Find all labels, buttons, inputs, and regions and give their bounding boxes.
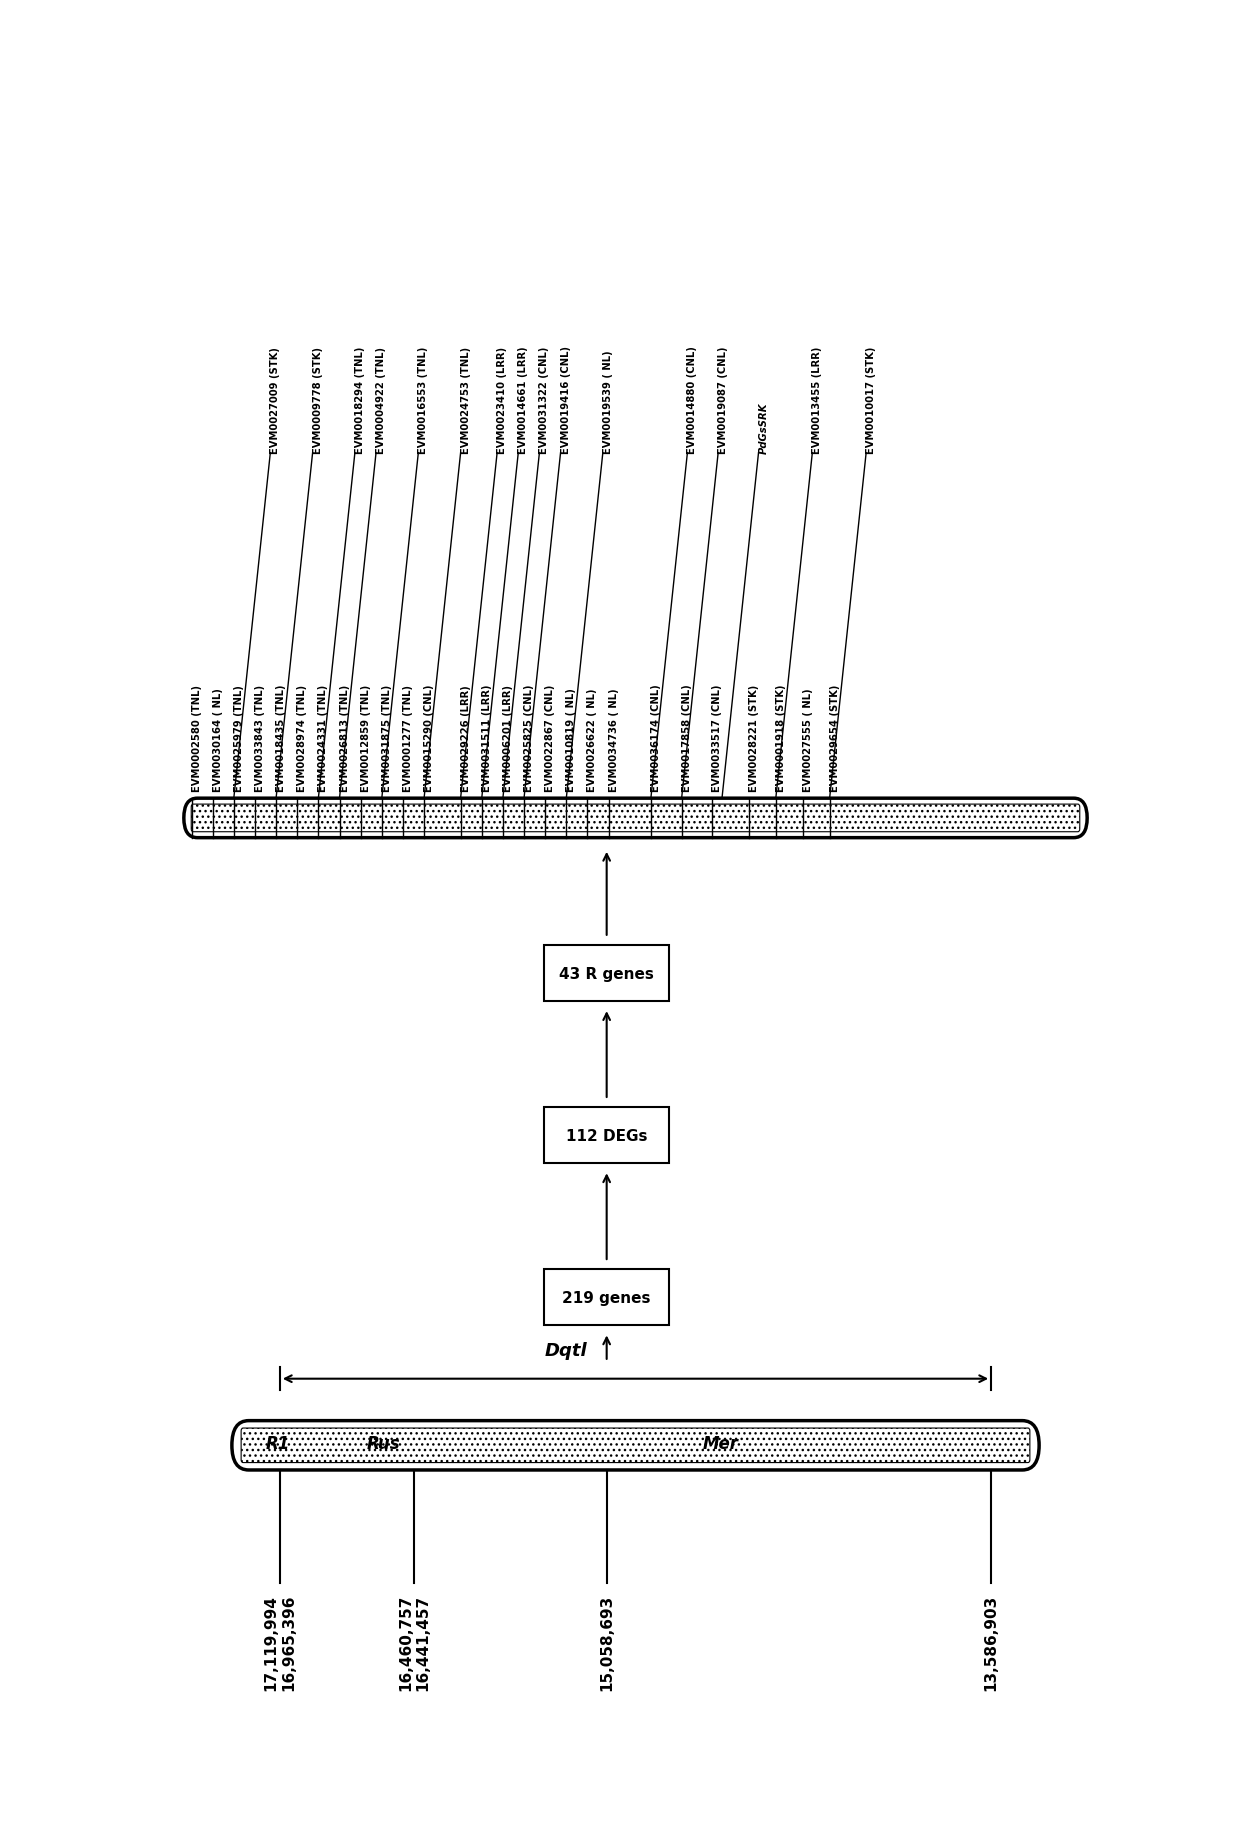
Text: EVM0026813 (TNL): EVM0026813 (TNL) [340, 684, 350, 792]
Text: EVM0004922 (TNL): EVM0004922 (TNL) [376, 346, 386, 454]
Text: EVM0010017 (STK): EVM0010017 (STK) [866, 346, 877, 454]
Text: EVM0019416 (CNL): EVM0019416 (CNL) [560, 346, 570, 454]
Text: EVM0025979 (TNL): EVM0025979 (TNL) [234, 684, 244, 792]
Text: EVM0022867 (CNL): EVM0022867 (CNL) [546, 684, 556, 792]
Text: EVM0024331 (TNL): EVM0024331 (TNL) [319, 684, 329, 792]
Text: EVM0018435 (TNL): EVM0018435 (TNL) [277, 684, 286, 792]
Text: Dqtl: Dqtl [544, 1341, 588, 1360]
Text: EVM0001918 (STK): EVM0001918 (STK) [776, 684, 786, 792]
Text: EVM0027555 ( NL): EVM0027555 ( NL) [802, 688, 812, 792]
Text: Mer: Mer [703, 1435, 739, 1451]
Text: EVM0028221 (STK): EVM0028221 (STK) [749, 684, 759, 792]
Text: EVM0027009 (STK): EVM0027009 (STK) [270, 346, 280, 454]
Text: EVM0013455 (LRR): EVM0013455 (LRR) [812, 346, 822, 454]
Text: EVM0015290 (CNL): EVM0015290 (CNL) [424, 684, 434, 792]
FancyBboxPatch shape [544, 946, 670, 1001]
Text: EVM0010819 ( NL): EVM0010819 ( NL) [567, 688, 577, 792]
Text: 16,460,757
16,441,457: 16,460,757 16,441,457 [398, 1594, 430, 1689]
Text: 15,058,693: 15,058,693 [599, 1594, 614, 1689]
Text: EVM0028974 (TNL): EVM0028974 (TNL) [298, 684, 308, 792]
Text: EVM0012859 (TNL): EVM0012859 (TNL) [361, 684, 371, 792]
FancyBboxPatch shape [241, 1427, 1030, 1462]
Text: EVM0017858 (CNL): EVM0017858 (CNL) [682, 684, 692, 792]
Text: EVM0033843 (TNL): EVM0033843 (TNL) [255, 684, 265, 792]
Text: EVM0023410 (LRR): EVM0023410 (LRR) [497, 346, 507, 454]
Text: 13,586,903: 13,586,903 [983, 1594, 998, 1689]
Text: EVM0018294 (TNL): EVM0018294 (TNL) [355, 346, 365, 454]
Text: 219 genes: 219 genes [563, 1290, 651, 1305]
Text: EVM0014880 (CNL): EVM0014880 (CNL) [687, 346, 697, 454]
Text: EVM0009778 (STK): EVM0009778 (STK) [312, 346, 322, 454]
Text: EVM0030164 ( NL): EVM0030164 ( NL) [213, 688, 223, 792]
FancyBboxPatch shape [544, 1270, 670, 1325]
Text: PdGsSRK: PdGsSRK [759, 403, 769, 454]
Text: EVM0016553 (TNL): EVM0016553 (TNL) [418, 346, 428, 454]
Text: 43 R genes: 43 R genes [559, 966, 655, 981]
Text: EVM0034736 ( NL): EVM0034736 ( NL) [609, 688, 619, 792]
Text: EVM0019087 (CNL): EVM0019087 (CNL) [718, 346, 728, 454]
Text: R1: R1 [265, 1435, 290, 1451]
FancyBboxPatch shape [191, 805, 1080, 833]
Text: EVM0002580 (TNL): EVM0002580 (TNL) [191, 684, 202, 792]
Text: Rus: Rus [367, 1435, 401, 1451]
Text: 112 DEGs: 112 DEGs [565, 1127, 647, 1144]
FancyBboxPatch shape [232, 1420, 1039, 1469]
Text: EVM0019539 ( NL): EVM0019539 ( NL) [603, 350, 613, 454]
Text: EVM0031322 (CNL): EVM0031322 (CNL) [539, 346, 549, 454]
Text: EVM0031511 (LRR): EVM0031511 (LRR) [481, 684, 492, 792]
FancyBboxPatch shape [544, 1107, 670, 1164]
Text: EVM0029654 (STK): EVM0029654 (STK) [830, 684, 839, 792]
FancyBboxPatch shape [184, 798, 1087, 838]
Text: EVM0029226 (LRR): EVM0029226 (LRR) [460, 684, 471, 792]
Text: EVM0014661 (LRR): EVM0014661 (LRR) [518, 346, 528, 454]
Text: EVM0025825 (CNL): EVM0025825 (CNL) [525, 684, 534, 792]
Text: EVM0031875 (TNL): EVM0031875 (TNL) [382, 684, 392, 792]
Text: EVM0036174 (CNL): EVM0036174 (CNL) [651, 684, 661, 792]
Text: EVM0024753 (TNL): EVM0024753 (TNL) [460, 346, 471, 454]
Text: EVM0033517 (CNL): EVM0033517 (CNL) [712, 684, 723, 792]
Text: EVM0026622 ( NL): EVM0026622 ( NL) [588, 688, 598, 792]
Text: EVM0001277 (TNL): EVM0001277 (TNL) [403, 684, 413, 792]
Text: 17,119,994
16,965,396: 17,119,994 16,965,396 [264, 1594, 296, 1689]
Text: EVM0006201 (LRR): EVM0006201 (LRR) [503, 684, 513, 792]
